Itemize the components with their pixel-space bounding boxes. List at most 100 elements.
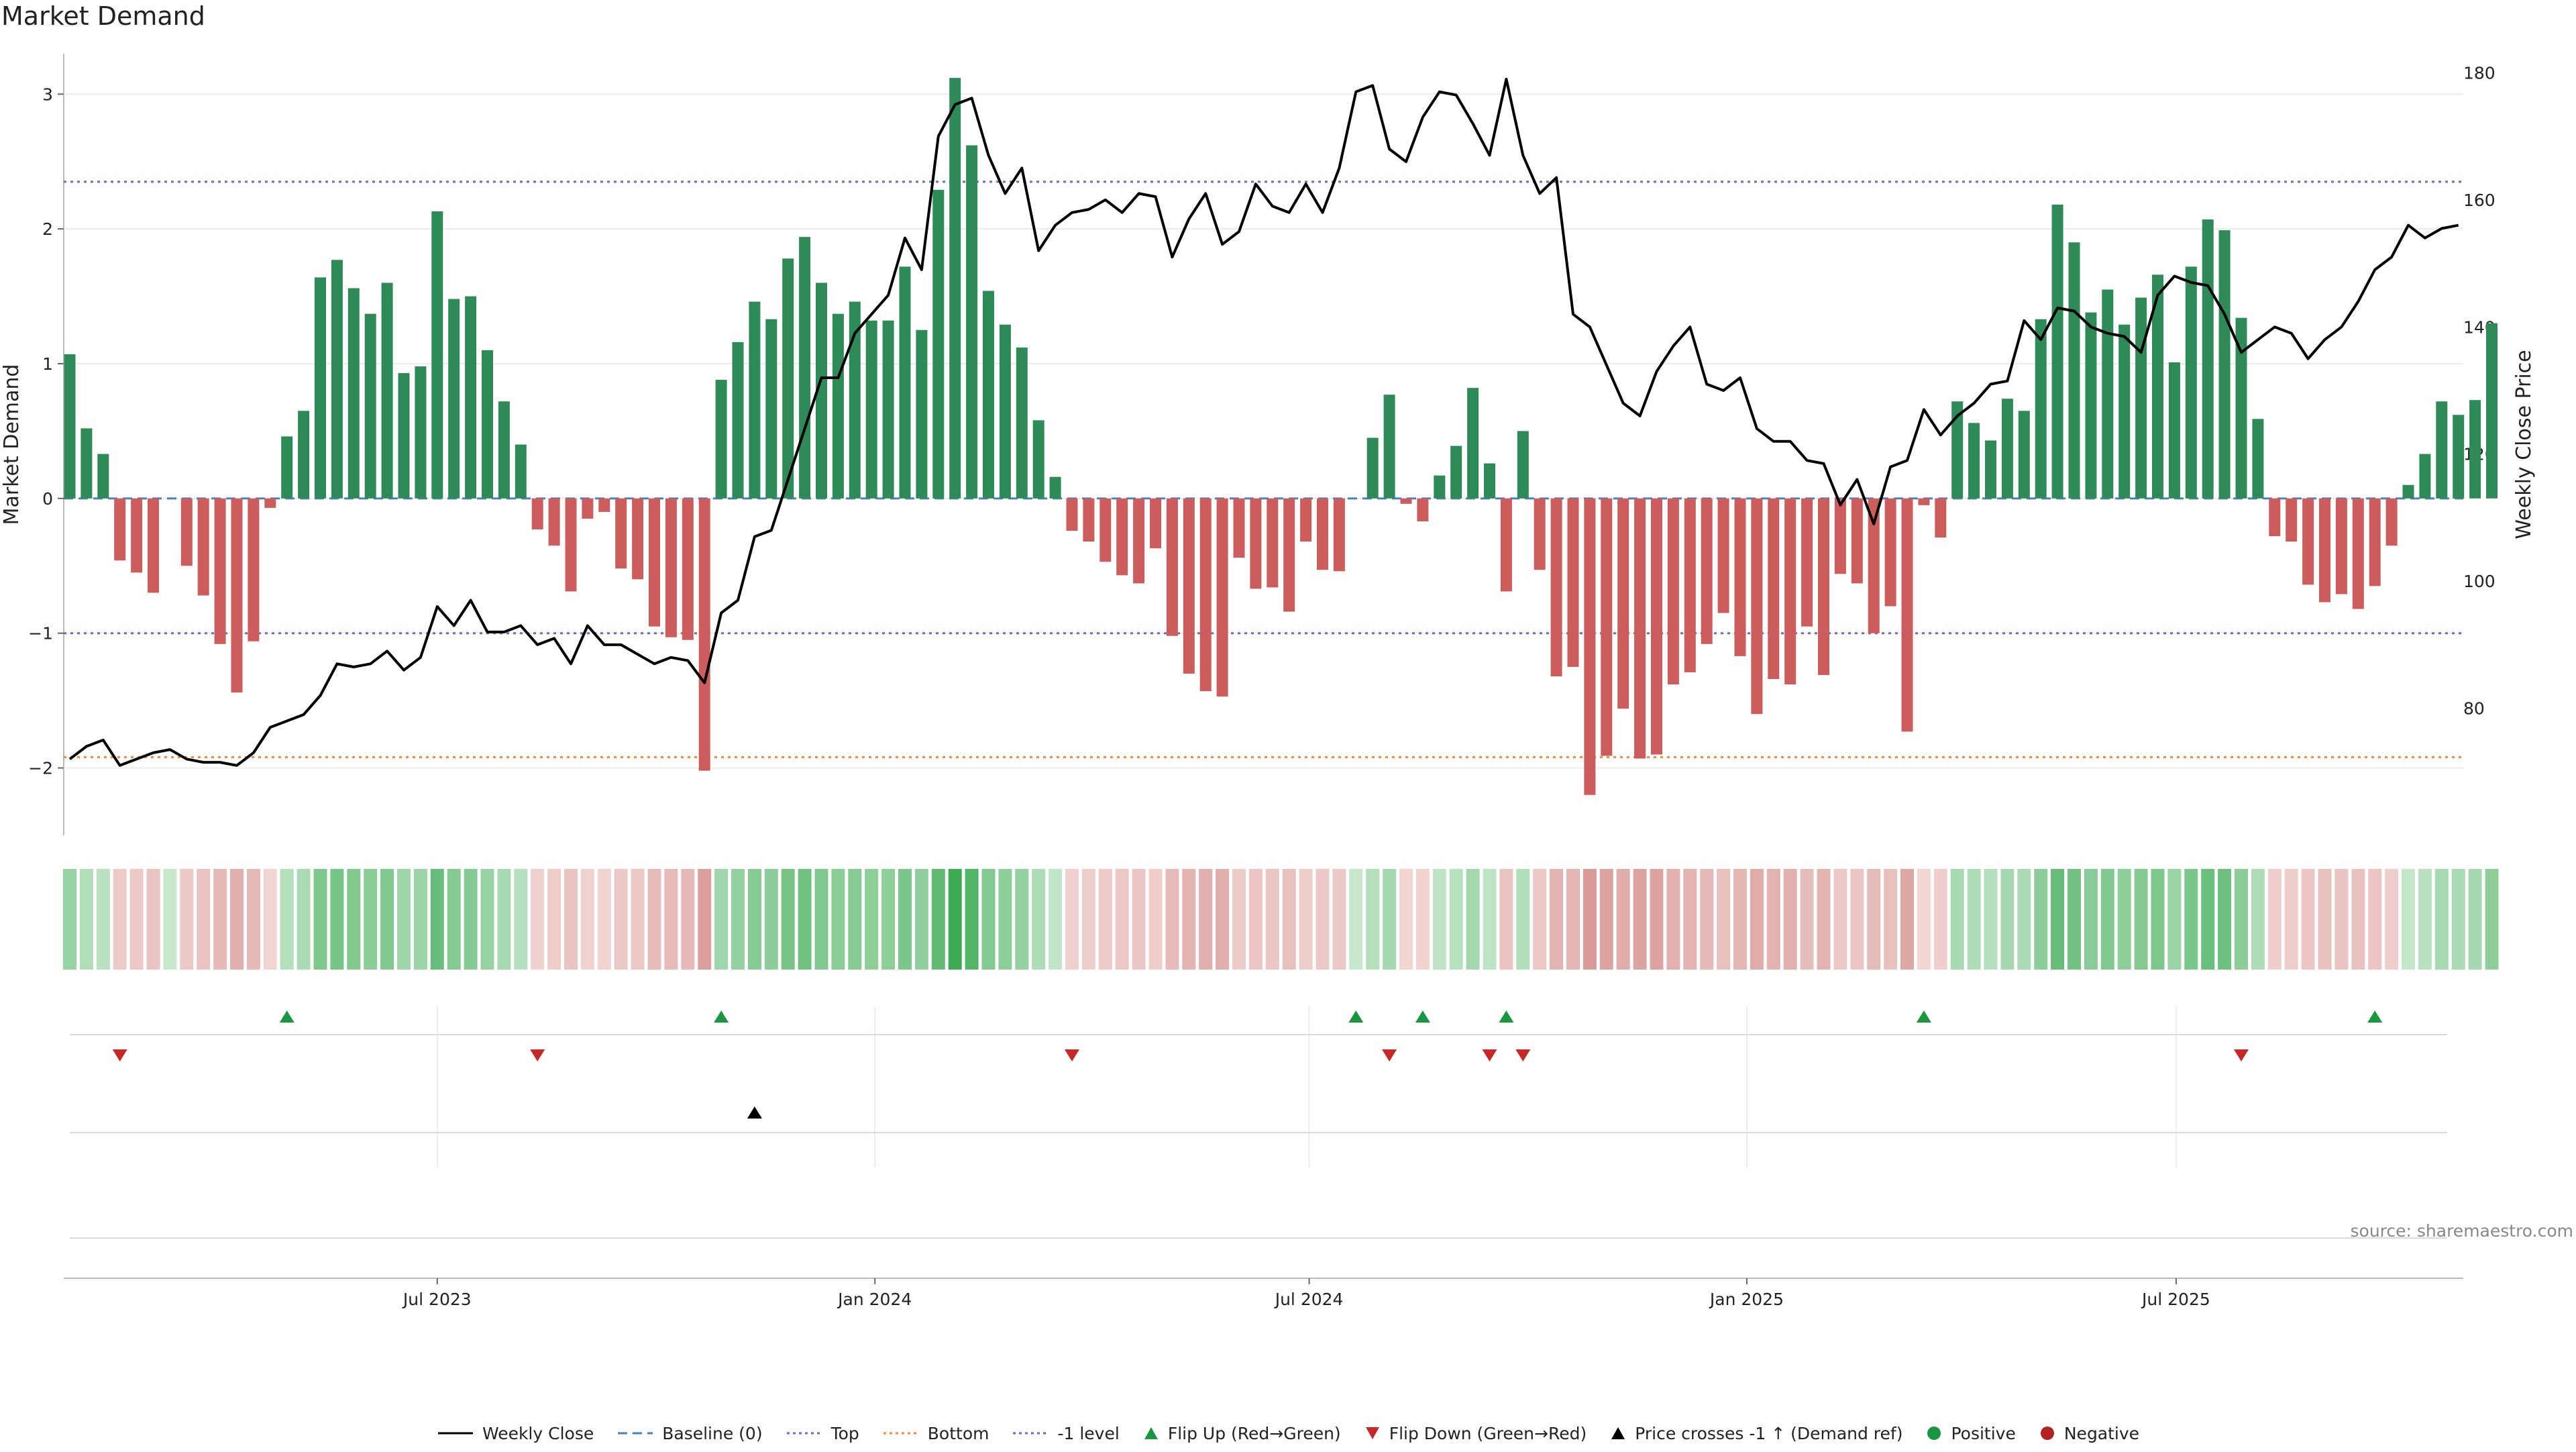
heat-strip-cell <box>931 869 945 970</box>
flip-down-marker <box>1065 1049 1079 1061</box>
heat-strip-cell <box>347 869 361 970</box>
demand-bar-positive <box>2018 411 2030 499</box>
heat-strip-cell <box>1248 869 1263 970</box>
heat-strip-cell <box>831 869 845 970</box>
flip-up-marker <box>1916 1010 1931 1023</box>
heat-strip-cell <box>965 869 979 970</box>
heat-strip-cell <box>814 869 828 970</box>
heat-strip-cell <box>764 869 778 970</box>
weekly-close-line <box>68 77 2459 767</box>
heat-strip-cell <box>364 869 378 970</box>
demand-bar-positive <box>2068 242 2080 499</box>
heat-strip-cell <box>464 869 478 970</box>
legend-symbol <box>1611 1427 1625 1439</box>
heat-strip-cell <box>2151 869 2165 970</box>
heat-strip-cell <box>514 869 528 970</box>
demand-bar-positive <box>465 296 477 499</box>
demand-bar-positive <box>1951 401 1964 499</box>
demand-bar-positive <box>732 342 744 499</box>
heat-strip-cell <box>1483 869 1497 970</box>
x-tick-label: Jan 2025 <box>1709 1290 1784 1309</box>
heat-strip-cell <box>63 869 76 970</box>
heat-strip-cell <box>1366 869 1380 970</box>
heat-strip-cell <box>480 869 494 970</box>
legend-label: Flip Up (Red→Green) <box>1167 1423 1341 1443</box>
demand-bar-negative <box>1601 498 1613 756</box>
legend-label: Top <box>830 1423 859 1443</box>
heat-strip-cell <box>1933 869 1947 970</box>
demand-bar-positive <box>2402 484 2414 499</box>
demand-bar-negative <box>1717 498 1729 613</box>
heat-strip-cell <box>2434 869 2449 970</box>
heat-strip-cell <box>2184 869 2198 970</box>
legend-item: Price crosses -1 ↑ (Demand ref) <box>1609 1424 1902 1443</box>
heat-strip-cell <box>848 869 862 970</box>
heat-strip-cell <box>2318 869 2332 970</box>
flip-up-marker <box>714 1010 729 1023</box>
heat-strip-cell <box>914 869 928 970</box>
demand-bar-negative <box>1834 498 1846 574</box>
heat-strip-cell <box>2385 869 2399 970</box>
heat-strip-cell <box>647 869 661 970</box>
heat-strip-cell <box>96 869 110 970</box>
heat-strip-cell <box>1065 869 1079 970</box>
demand-bar-positive <box>1968 423 1980 499</box>
demand-bar-negative <box>1183 498 1195 674</box>
heat-strip-cell <box>1783 869 1797 970</box>
demand-bar-positive <box>364 313 376 499</box>
demand-bar-negative <box>1250 498 1262 589</box>
heat-strip-cell <box>1750 869 1764 970</box>
heat-strip-cell <box>2267 869 2282 970</box>
left-axis-label: Market Demand <box>0 364 23 525</box>
heat-strip-cell <box>1232 869 1246 970</box>
demand-bar-negative <box>1534 498 1546 570</box>
heat-strip-cell <box>1833 869 1847 970</box>
heat-strip-cell <box>330 869 344 970</box>
demand-bar-positive <box>1434 475 1446 499</box>
legend-item: Baseline (0) <box>616 1424 763 1443</box>
flip-down-marker <box>530 1049 545 1061</box>
heat-strip-cell <box>2418 869 2432 970</box>
demand-bar-negative <box>1166 498 1178 636</box>
demand-bar-positive <box>966 145 978 499</box>
demand-bar-negative <box>197 498 209 596</box>
heat-strip-cell <box>664 869 678 970</box>
demand-bar-negative <box>1701 498 1713 644</box>
demand-bar-positive <box>482 350 493 499</box>
demand-bar-positive <box>2118 324 2131 499</box>
heat-strip-cell <box>881 869 896 970</box>
right-axis-label: Weekly Close Price <box>2512 350 2536 539</box>
demand-bar-positive <box>64 354 76 499</box>
demand-bar-negative <box>180 498 193 566</box>
heat-strip-cell <box>2218 869 2232 970</box>
heat-strip-cell <box>614 869 628 970</box>
heat-strip-cell <box>1316 869 1330 970</box>
demand-bar-negative <box>1935 498 1947 538</box>
heat-strip-cell <box>1666 869 1680 970</box>
legend-symbol <box>1927 1427 1941 1440</box>
heat-strip-cell <box>280 869 294 970</box>
legend-symbol <box>437 1432 473 1435</box>
legend-marker <box>1144 1427 1158 1439</box>
heat-strip-cell <box>1917 869 1931 970</box>
demand-bar-positive <box>1484 463 1495 499</box>
demand-bar-positive <box>448 299 460 499</box>
heat-strip-cell <box>1700 869 1714 970</box>
heat-strip-cell <box>1582 869 1597 970</box>
demand-bar-positive <box>347 288 360 499</box>
heat-strip-cell <box>1165 869 1179 970</box>
demand-bar-negative <box>665 498 677 637</box>
demand-bar-positive <box>2085 312 2097 499</box>
demand-bar-negative <box>1884 498 1896 607</box>
legend: Weekly Close Baseline (0) Top Bottom -1 leve… <box>0 1417 2576 1449</box>
demand-bar-positive <box>799 237 811 499</box>
heat-strip-cell <box>1616 869 1630 970</box>
demand-bar-positive <box>715 380 727 499</box>
demand-bar-negative <box>1550 498 1562 676</box>
heat-strip-cell <box>313 869 327 970</box>
demand-bar-negative <box>1267 498 1279 588</box>
legend-label: Negative <box>2063 1423 2140 1443</box>
left-tick-label: 2 <box>42 219 53 239</box>
demand-bar-positive <box>2152 274 2163 499</box>
